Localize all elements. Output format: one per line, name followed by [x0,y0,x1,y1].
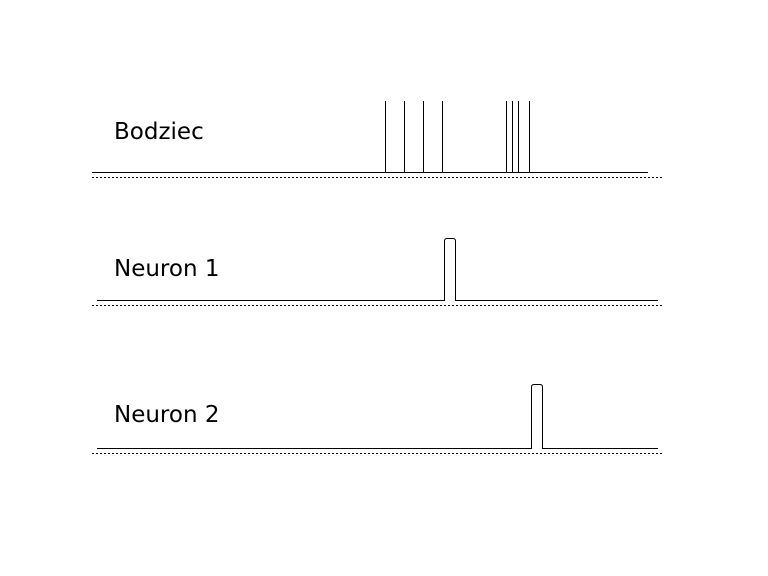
trace-neuron-1 [92,238,662,306]
trace-bodziec [92,101,662,178]
trace-neuron-2 [92,384,662,454]
pulse-neuron-1 [97,238,658,301]
row-label-neuron-1: Neuron 1 [114,256,220,282]
row-label-bodziec: Bodziec [114,119,204,145]
row-label-neuron-2: Neuron 2 [114,402,220,428]
pulse-neuron-2 [97,384,658,449]
